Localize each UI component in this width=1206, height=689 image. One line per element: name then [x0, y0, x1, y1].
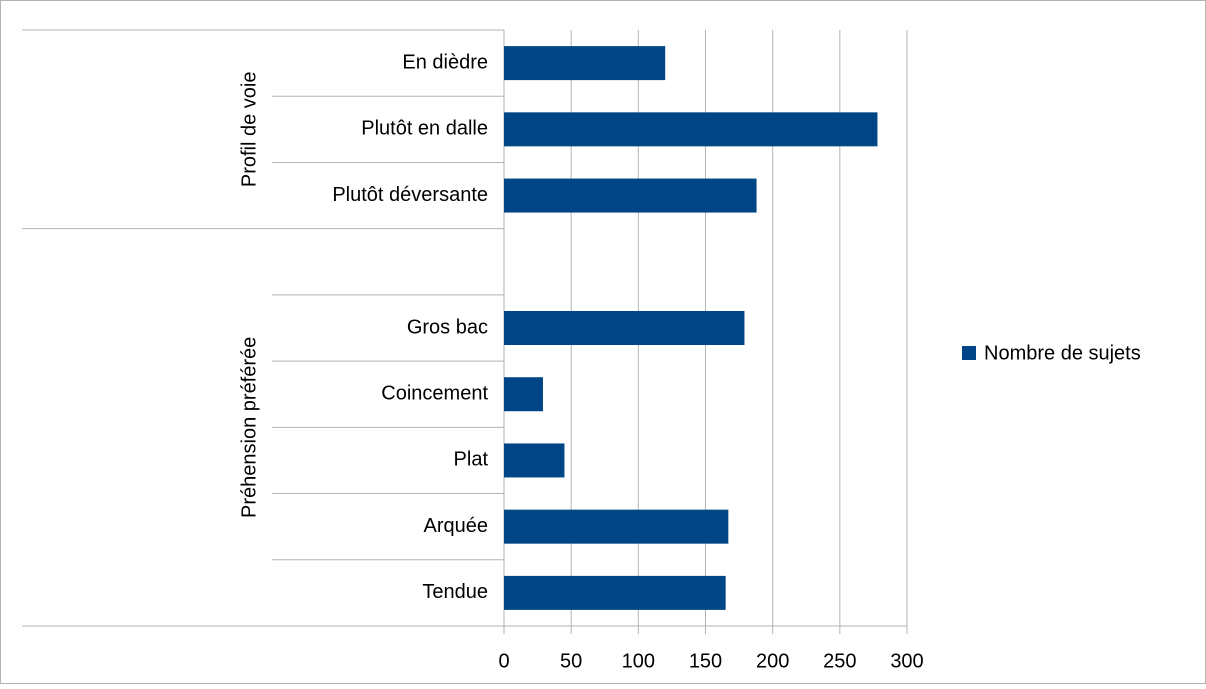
x-tick-label: 150 — [689, 650, 722, 672]
y-tick-label: En dièdre — [402, 51, 488, 73]
y-tick-label: Arquée — [424, 515, 489, 537]
bar — [504, 178, 757, 213]
y-tick-label: Tendue — [422, 581, 488, 603]
bar — [504, 377, 543, 412]
y-tick-label: Gros bac — [407, 316, 488, 338]
x-tick-label: 100 — [622, 650, 655, 672]
group-label: Profil de voie — [238, 72, 260, 188]
legend-swatch — [962, 346, 976, 360]
bar — [504, 46, 666, 81]
x-tick-label: 0 — [498, 650, 509, 672]
x-tick-label: 50 — [560, 650, 582, 672]
y-tick-label: Plutôt en dalle — [361, 118, 488, 140]
bar — [504, 112, 878, 147]
bar — [504, 575, 726, 610]
bar — [504, 509, 729, 544]
bar — [504, 443, 565, 478]
legend-label: Nombre de sujets — [984, 342, 1141, 364]
x-tick-label: 300 — [890, 650, 923, 672]
y-tick-label: Plat — [454, 449, 489, 471]
y-tick-label: Plutôt déversante — [332, 184, 488, 206]
x-tick-label: 200 — [756, 650, 789, 672]
bar — [504, 311, 745, 345]
y-tick-label: Coincement — [381, 383, 488, 405]
group-label: Préhension préférée — [238, 337, 260, 518]
x-tick-label: 250 — [823, 650, 856, 672]
